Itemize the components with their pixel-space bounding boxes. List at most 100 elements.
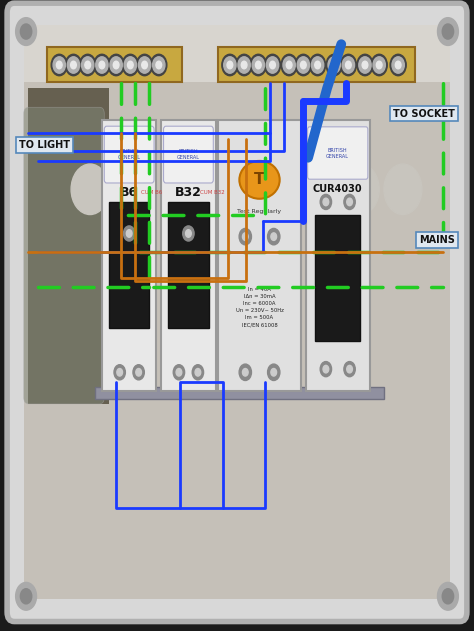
Circle shape — [236, 54, 252, 76]
Circle shape — [227, 61, 233, 69]
Circle shape — [271, 369, 277, 376]
Circle shape — [128, 61, 133, 69]
Circle shape — [442, 24, 454, 39]
Circle shape — [392, 57, 404, 73]
Circle shape — [241, 61, 247, 69]
Circle shape — [82, 57, 94, 73]
Circle shape — [122, 54, 138, 76]
Circle shape — [123, 226, 135, 241]
Circle shape — [153, 57, 165, 73]
Circle shape — [183, 226, 194, 241]
Circle shape — [251, 164, 289, 215]
Bar — [102, 120, 156, 391]
Text: CUM B6: CUM B6 — [141, 190, 162, 195]
Text: In = 40A
IΔn = 30mA
Inc = 6000A
Un = 230V~ 50Hz
Im = 500A
IEC/EN 61008: In = 40A IΔn = 30mA Inc = 6000A Un = 230… — [236, 287, 283, 327]
Circle shape — [346, 61, 351, 69]
Bar — [218, 47, 415, 82]
Circle shape — [344, 194, 356, 209]
Circle shape — [266, 57, 279, 73]
Text: MAINS: MAINS — [419, 235, 455, 245]
Circle shape — [192, 365, 203, 380]
Circle shape — [311, 57, 324, 73]
Circle shape — [320, 362, 331, 377]
FancyBboxPatch shape — [308, 127, 368, 179]
Circle shape — [239, 228, 251, 245]
Circle shape — [357, 54, 373, 76]
FancyBboxPatch shape — [7, 3, 467, 622]
Circle shape — [310, 54, 326, 76]
Text: T: T — [254, 172, 265, 187]
Circle shape — [16, 582, 36, 610]
Bar — [168, 202, 209, 328]
Circle shape — [133, 365, 144, 380]
Circle shape — [156, 61, 162, 69]
Circle shape — [16, 18, 36, 45]
Text: B6: B6 — [120, 186, 138, 199]
Text: CUM B32: CUM B32 — [200, 190, 225, 195]
Text: Test Regularly: Test Regularly — [237, 209, 282, 214]
Circle shape — [271, 233, 277, 240]
Bar — [95, 387, 384, 399]
Circle shape — [137, 54, 153, 76]
Circle shape — [390, 54, 406, 76]
Circle shape — [340, 54, 356, 76]
Circle shape — [151, 54, 167, 76]
Circle shape — [117, 369, 122, 376]
Circle shape — [239, 364, 251, 380]
Circle shape — [250, 54, 266, 76]
Circle shape — [186, 230, 191, 237]
Circle shape — [161, 164, 199, 215]
Circle shape — [286, 61, 292, 69]
Circle shape — [71, 164, 109, 215]
Bar — [171, 203, 206, 215]
FancyBboxPatch shape — [104, 126, 154, 183]
Circle shape — [315, 61, 320, 69]
Circle shape — [124, 57, 137, 73]
Bar — [218, 120, 301, 391]
Circle shape — [342, 57, 355, 73]
Circle shape — [323, 365, 328, 373]
Bar — [161, 120, 216, 391]
Circle shape — [438, 18, 458, 45]
Circle shape — [264, 54, 281, 76]
Bar — [28, 88, 109, 404]
Text: TO SOCKET: TO SOCKET — [393, 109, 455, 119]
Circle shape — [110, 57, 122, 73]
Ellipse shape — [239, 161, 280, 199]
Circle shape — [71, 61, 76, 69]
Circle shape — [85, 61, 91, 69]
Text: B32: B32 — [175, 186, 202, 199]
Circle shape — [438, 582, 458, 610]
Circle shape — [108, 54, 124, 76]
FancyBboxPatch shape — [24, 107, 104, 404]
Circle shape — [270, 61, 275, 69]
Bar — [24, 25, 450, 82]
Circle shape — [53, 57, 65, 73]
Circle shape — [142, 61, 147, 69]
Bar — [109, 202, 149, 328]
Circle shape — [222, 54, 238, 76]
Circle shape — [80, 54, 96, 76]
Circle shape — [359, 57, 371, 73]
Circle shape — [376, 61, 382, 69]
Circle shape — [138, 57, 151, 73]
Circle shape — [242, 233, 248, 240]
Circle shape — [371, 54, 387, 76]
Text: BRITISH
GENERAL: BRITISH GENERAL — [326, 148, 349, 159]
Circle shape — [341, 164, 379, 215]
Circle shape — [347, 365, 353, 373]
Circle shape — [126, 230, 132, 237]
Circle shape — [136, 369, 142, 376]
Circle shape — [283, 57, 295, 73]
Circle shape — [176, 369, 182, 376]
Circle shape — [442, 589, 454, 604]
Circle shape — [56, 61, 62, 69]
FancyBboxPatch shape — [164, 126, 213, 183]
Circle shape — [242, 369, 248, 376]
Circle shape — [384, 164, 422, 215]
Circle shape — [65, 54, 82, 76]
Circle shape — [281, 54, 297, 76]
Bar — [111, 203, 147, 215]
Circle shape — [328, 57, 340, 73]
Circle shape — [295, 54, 311, 76]
